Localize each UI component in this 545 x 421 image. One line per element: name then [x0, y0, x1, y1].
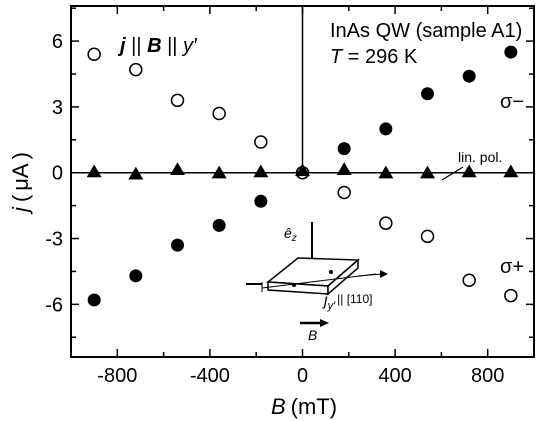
temperature-label: T = 296 K: [330, 46, 418, 68]
data-series: [86, 45, 519, 307]
data-point: [420, 229, 435, 244]
data-point: [295, 163, 310, 177]
data-point: [212, 218, 226, 232]
data-point: [337, 142, 351, 156]
inset-ez-label: êz: [284, 225, 297, 244]
lin-pol-label: lin. pol.: [458, 149, 502, 165]
sigma-minus-label: σ−: [500, 91, 524, 113]
data-point: [128, 166, 144, 180]
data-point: [170, 238, 184, 252]
y-tick-label: 3: [52, 97, 63, 119]
x-tick-label: -400: [190, 365, 230, 387]
data-point: [212, 106, 226, 121]
data-point: [379, 122, 393, 136]
x-axis-label: B (mT): [271, 394, 337, 419]
data-point: [253, 164, 269, 178]
x-tick-label: 400: [378, 365, 411, 387]
data-point: [504, 45, 518, 59]
data-point: [254, 194, 268, 208]
data-point: [211, 165, 227, 179]
data-point: [254, 135, 268, 149]
data-point: [503, 164, 519, 178]
data-point: [337, 185, 351, 200]
inset-b-label: B: [308, 327, 317, 343]
geometry-annotation: j || B || y′: [117, 35, 198, 57]
inset-contact-right: [329, 270, 333, 274]
data-point: [379, 216, 393, 230]
lin-pol-pointer: [441, 166, 464, 181]
series-filled-triangle: [86, 162, 519, 180]
y-tick-label: -3: [45, 229, 63, 251]
x-tick-label: -800: [97, 365, 137, 387]
series-open-circle: [87, 47, 518, 303]
inset-contact-left: [292, 283, 296, 287]
y-tick-label: 6: [52, 31, 63, 53]
tick-marks: [70, 6, 535, 357]
data-point: [169, 162, 185, 176]
inset-current-line: [261, 273, 377, 289]
data-point: [129, 269, 143, 283]
data-point: [336, 162, 352, 176]
data-point: [421, 87, 435, 101]
data-point: [420, 165, 436, 179]
data-point: [461, 164, 477, 178]
sample-title: InAs QW (sample A1): [330, 20, 522, 42]
inset-b-arrowhead: [320, 319, 329, 327]
data-point: [462, 273, 476, 287]
sigma-plus-label: σ+: [500, 256, 524, 278]
data-point: [378, 165, 394, 179]
data-point: [87, 293, 101, 307]
data-point: [504, 288, 518, 303]
y-tick-label: 0: [52, 163, 63, 185]
inset-sample-side: [327, 258, 359, 296]
plot-frame: [70, 5, 535, 358]
inset-current-arrowhead: [380, 270, 388, 278]
data-point: [129, 62, 143, 77]
y-tick-label: -6: [45, 294, 63, 316]
data-point: [462, 69, 476, 83]
inset-diagram: êz jy′ || [110] B: [246, 222, 388, 343]
data-point: [87, 47, 101, 62]
data-point: [86, 164, 102, 178]
inset-current-arrow: [357, 273, 383, 277]
data-point: [170, 93, 185, 108]
y-axis-label: j(μA): [8, 152, 33, 215]
tick-labels: -800 -400 0 400 800 -6 -3 0 3 6: [45, 31, 504, 387]
x-tick-label: 800: [471, 365, 504, 387]
inset-jy-label: jy′ || [110]: [322, 292, 373, 312]
x-tick-label: 0: [297, 365, 308, 387]
